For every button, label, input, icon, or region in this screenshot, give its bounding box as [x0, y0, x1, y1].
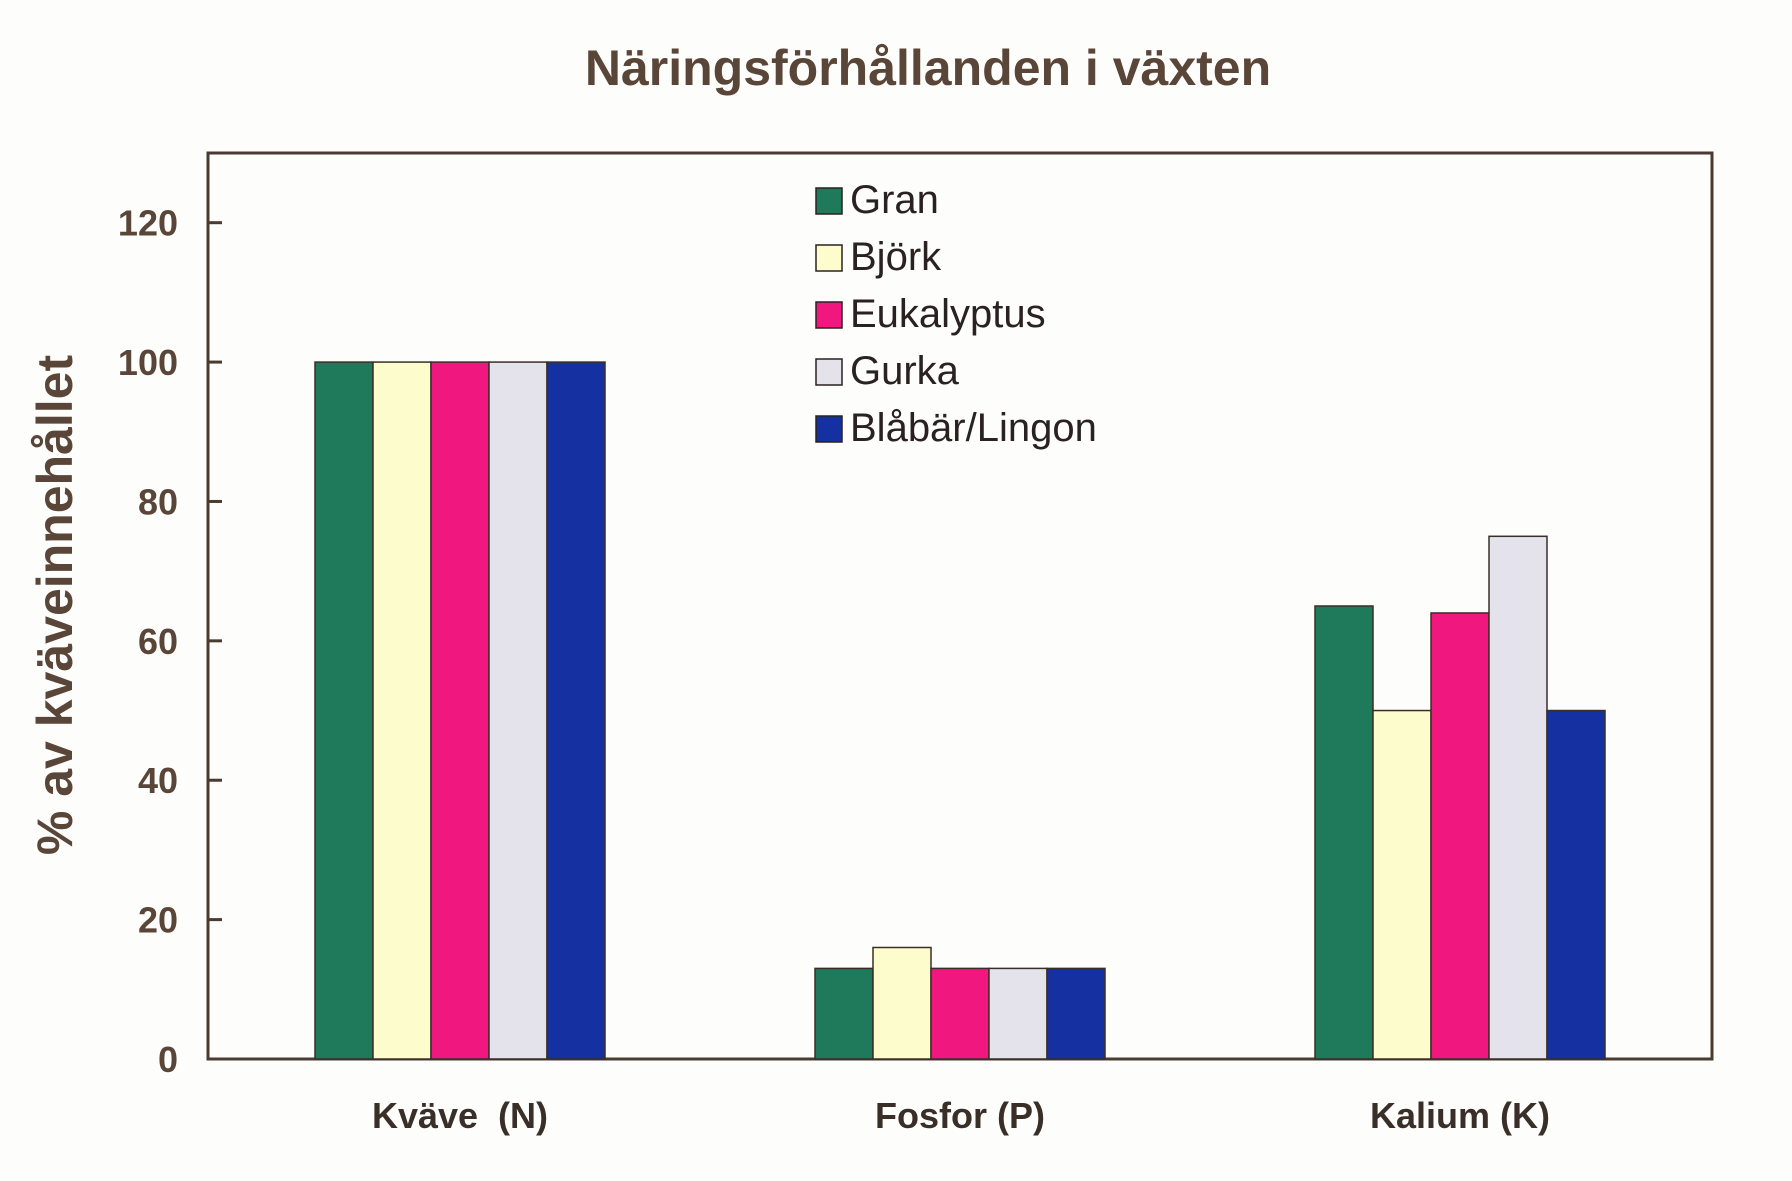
legend-label: Gran [850, 178, 939, 222]
bar-gurka-2 [1488, 535, 1548, 1060]
bars [314, 361, 1606, 1060]
x-tick-label: Kväve (N) [372, 1095, 548, 1136]
legend-label: Björk [850, 235, 942, 279]
bar-eukalyptus-2 [1430, 612, 1490, 1060]
bar-bj-rk-1 [872, 946, 932, 1060]
x-tick-label: Fosfor (P) [875, 1095, 1045, 1136]
x-tick-label: Kalium (K) [1370, 1095, 1550, 1136]
y-tick-label: 0 [158, 1039, 178, 1080]
legend-swatch [815, 187, 843, 215]
y-axis-label: % av kväveinnehållet [27, 355, 83, 856]
legend-swatch [815, 415, 843, 443]
legend-swatch [815, 301, 843, 329]
legend-label: Gurka [850, 349, 960, 393]
bar-gurka-0 [488, 361, 548, 1060]
legend-swatch [815, 358, 843, 386]
y-tick-label: 80 [138, 481, 178, 522]
bar-bl-b-r-lingon-1 [1046, 967, 1106, 1060]
bar-bl-b-r-lingon-0 [546, 361, 606, 1060]
bar-gran-0 [314, 361, 374, 1060]
y-tick-label: 20 [138, 900, 178, 941]
legend: Gran Björk Eukalyptus Gurka Blåbär/Lingon [815, 178, 1097, 450]
y-tick-label: 60 [138, 621, 178, 662]
legend-label: Eukalyptus [850, 292, 1046, 336]
y-tick-label: 120 [118, 203, 178, 244]
bar-gurka-1 [988, 967, 1048, 1060]
bar-bj-rk-2 [1372, 709, 1432, 1060]
y-tick-label: 100 [118, 342, 178, 383]
y-tick-label: 40 [138, 760, 178, 801]
y-axis-ticks: 0 20 40 60 80 100 120 [118, 203, 222, 1080]
legend-label: Blåbär/Lingon [850, 406, 1097, 450]
bar-eukalyptus-0 [430, 361, 490, 1060]
chart-title: Näringsförhållanden i växten [585, 40, 1271, 96]
bar-eukalyptus-1 [930, 967, 990, 1060]
bar-gran-1 [814, 967, 874, 1060]
legend-swatch [815, 244, 843, 272]
x-axis-ticks: Kväve (N) Fosfor (P) Kalium (K) [372, 1095, 1550, 1136]
bar-bl-b-r-lingon-2 [1546, 709, 1606, 1060]
bar-gran-2 [1314, 605, 1374, 1060]
bar-bj-rk-0 [372, 361, 432, 1060]
